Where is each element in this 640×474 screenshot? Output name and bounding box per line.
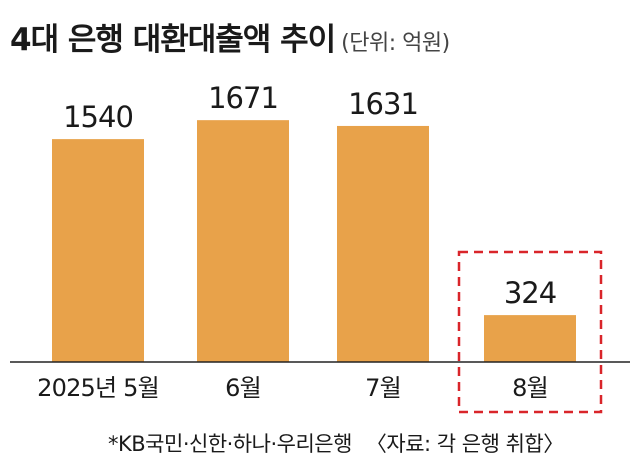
chart-title: 4대 은행 대환대출액 추이 [10,22,336,58]
chart-footer: *KB국민·신한·하나·우리은행 〈자료: 각 은행 취합〉 [108,428,564,458]
bar-1 [197,120,289,362]
value-label-1: 1671 [208,81,278,115]
value-label-2: 1631 [348,87,418,121]
bar-2 [337,125,429,362]
bar-3 [484,315,576,362]
unit-label: (단위: 억원) [341,31,450,56]
category-label-0: 2025년 5월 [37,374,159,402]
source-note: 〈자료: 각 은행 취합〉 [365,432,564,456]
chart-header: 4대 은행 대환대출액 추이 (단위: 억원) [10,14,450,59]
category-label-3: 8월 [512,374,548,402]
category-label-1: 6월 [225,374,261,402]
value-label-0: 1540 [63,100,133,134]
bar-0 [52,139,144,362]
category-label-2: 7월 [365,374,401,402]
footnote: *KB국민·신한·하나·우리은행 [108,432,352,456]
value-label-3: 324 [504,276,556,310]
